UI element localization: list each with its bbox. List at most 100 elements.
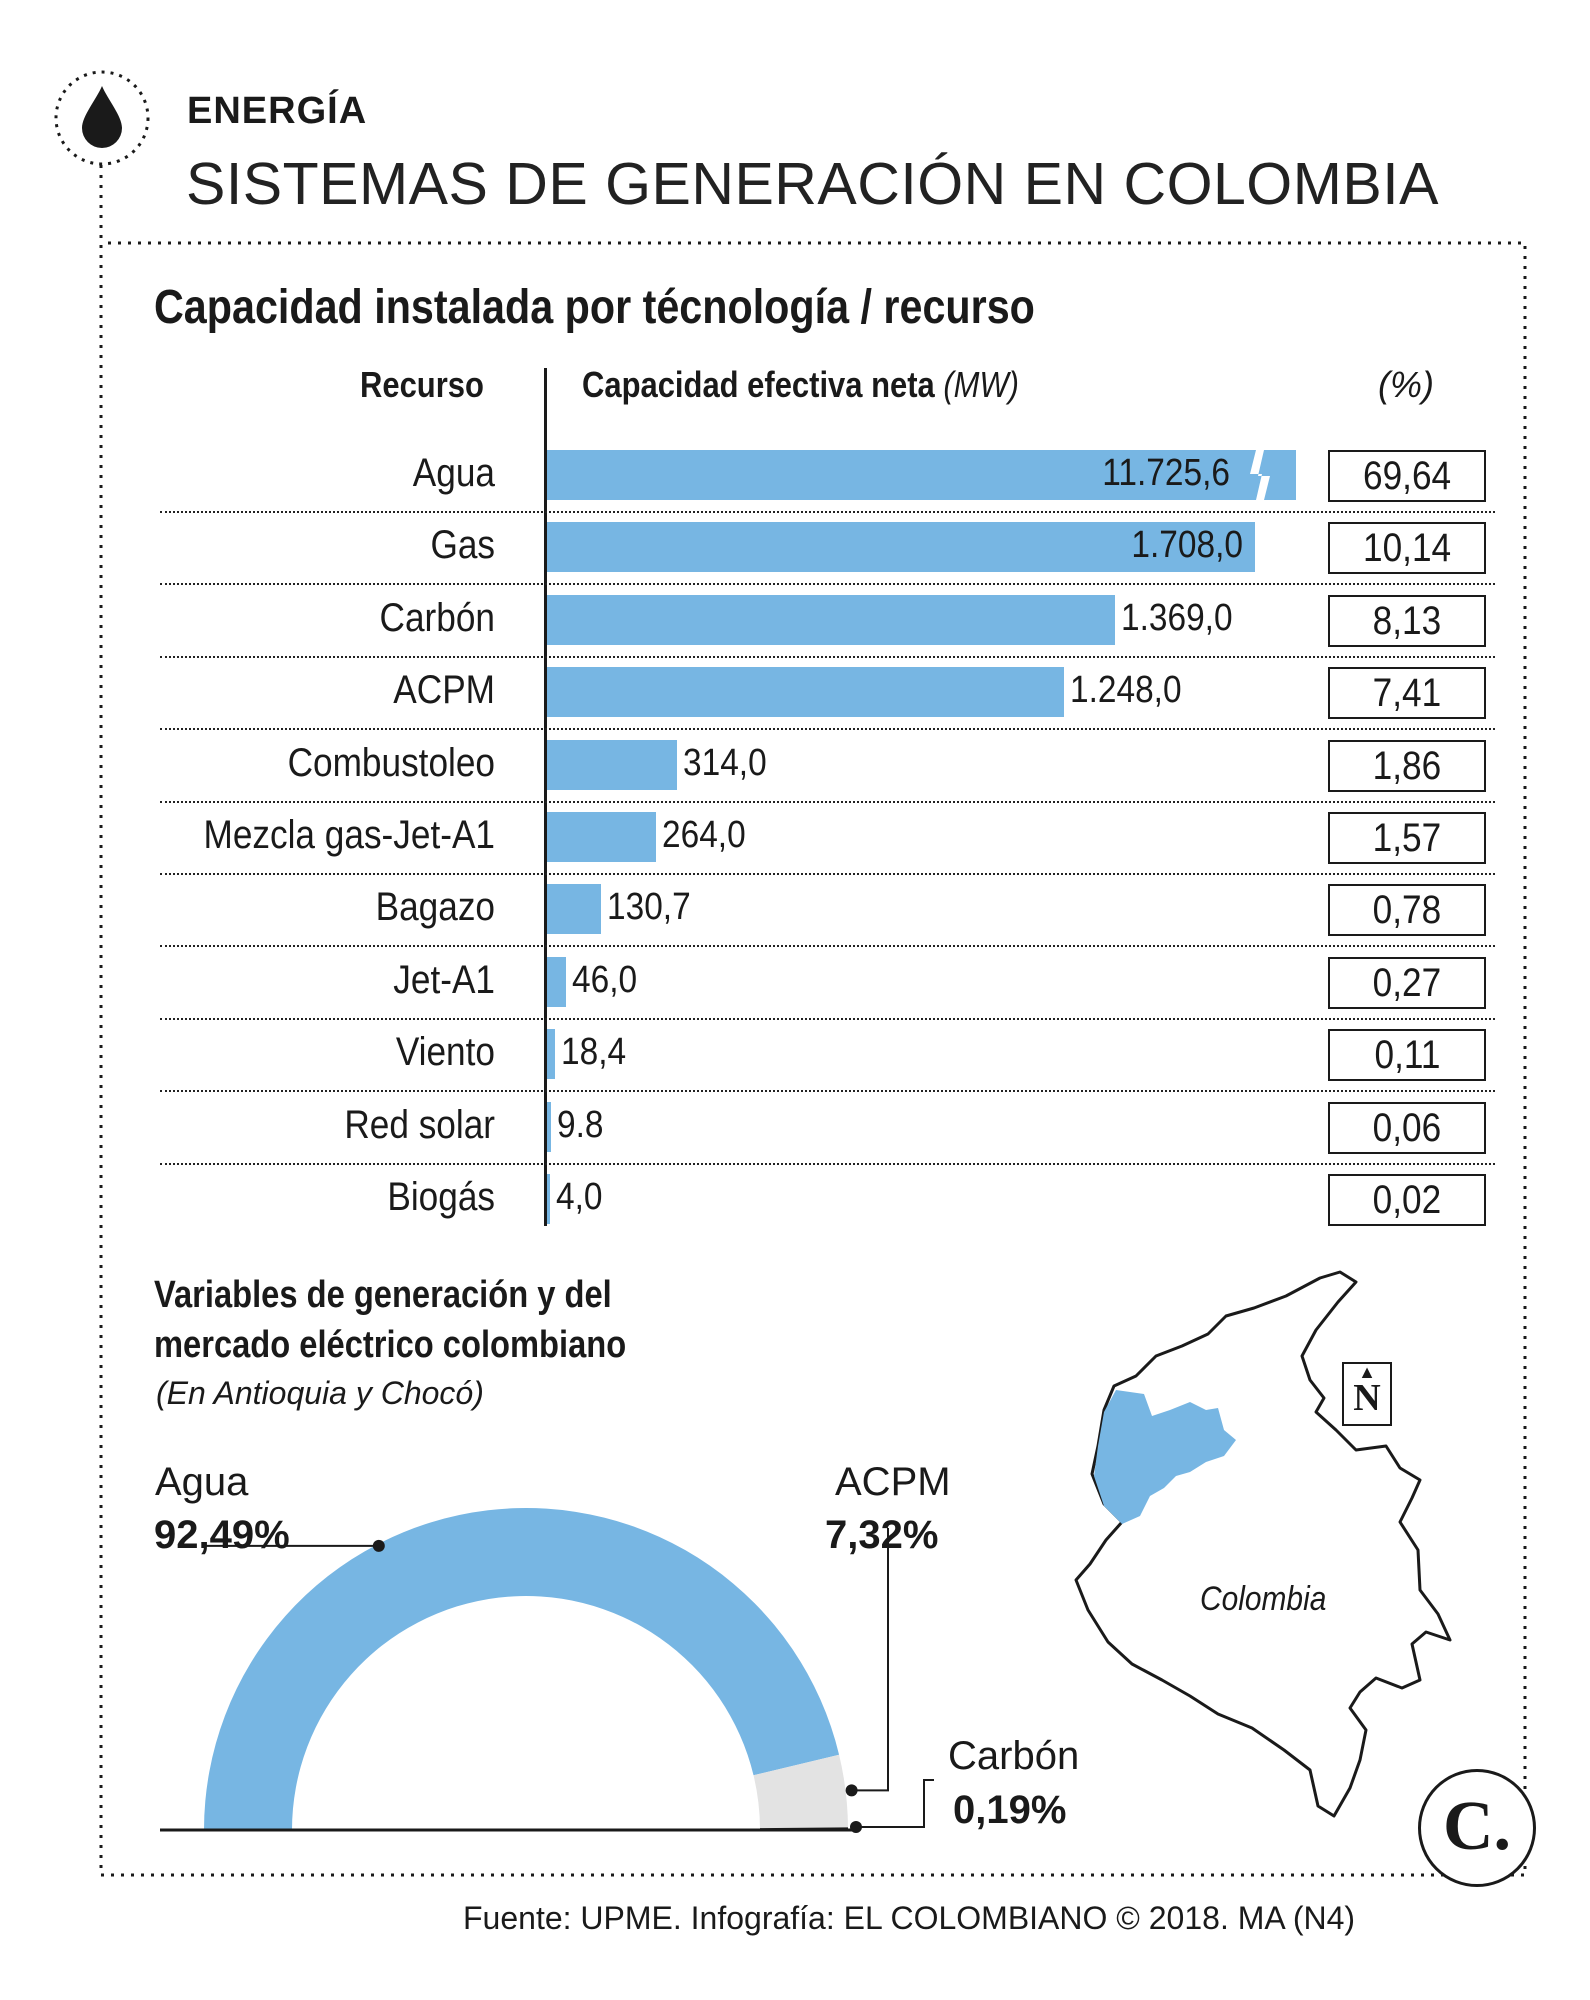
bar-value-label: 1.369,0 <box>1120 596 1233 639</box>
category-label: Carbón <box>379 595 495 640</box>
bar <box>547 956 567 1007</box>
north-indicator: ▲ N <box>1342 1362 1392 1426</box>
bar <box>547 739 678 790</box>
north-arrow-icon: ▲ <box>1358 1362 1376 1382</box>
map-label: Colombia <box>1200 1579 1326 1617</box>
category-label: Bagazo <box>375 885 495 930</box>
column-header-recurso: Recurso <box>360 364 484 405</box>
percent-box: 0,27 <box>1328 956 1486 1009</box>
chart-title: Capacidad instalada por técnología / rec… <box>154 281 1035 334</box>
percent-box: 0,78 <box>1328 884 1486 937</box>
percent-value: 7,41 <box>1372 671 1442 716</box>
leader-line <box>204 1544 379 1552</box>
bar-value-label: 1.708,0 <box>1131 524 1244 567</box>
bar-value-label: 264,0 <box>662 814 747 856</box>
donut-subtitle: (En Antioquia y Chocó) <box>156 1375 484 1411</box>
donut-value-carbon: 0,19% <box>953 1788 1067 1832</box>
bar <box>547 1174 550 1224</box>
row-separator <box>160 655 1495 658</box>
percent-box: 8,13 <box>1328 594 1486 647</box>
colombia-map: Colombia <box>1074 1270 1452 1818</box>
donut-label-acpm: ACPM <box>835 1460 951 1504</box>
category-label: Gas <box>430 523 495 568</box>
leader-dot <box>849 1821 862 1834</box>
bar-value-label: 314,0 <box>683 741 767 784</box>
category-label: ACPM <box>393 668 495 713</box>
donut-slice-acpm <box>753 1754 848 1829</box>
row-separator <box>160 873 1495 875</box>
row-separator <box>160 583 1495 586</box>
bar-value-label: 46,0 <box>572 958 638 1001</box>
category-label: Combustoleo <box>287 740 495 785</box>
percent-value: 0,27 <box>1372 960 1442 1005</box>
capacidad-label: Capacidad efectiva neta <box>582 364 935 405</box>
percent-value: 0,78 <box>1372 888 1442 933</box>
category-label: Viento <box>395 1030 495 1075</box>
category-label: Agua <box>412 451 495 495</box>
percent-value: 1,86 <box>1372 743 1442 788</box>
donut-title: Variables de generación y del mercado el… <box>154 1274 627 1366</box>
row-separator <box>160 1017 1495 1020</box>
row-separator <box>160 728 1495 731</box>
donut-value-acpm: 7,32% <box>825 1513 939 1557</box>
percent-box: 1,86 <box>1328 739 1486 792</box>
antioquia-choco-highlight <box>1094 1390 1236 1524</box>
percent-box: 1,57 <box>1328 812 1486 864</box>
source-note: Fuente: UPME. Infografía: EL COLOMBIANO … <box>463 1900 1356 1936</box>
water-drop-icon <box>54 70 150 166</box>
category-label: Mezcla gas-Jet-A1 <box>203 813 496 857</box>
bar <box>547 522 1256 573</box>
leader-dot <box>845 1784 858 1797</box>
leader-line <box>851 1528 889 1792</box>
percent-box: 0,06 <box>1328 1101 1486 1154</box>
bar-value-label: 1.248,0 <box>1070 669 1182 712</box>
bar-axis-line <box>544 368 547 1226</box>
el-colombiano-logo: C. <box>1418 1769 1536 1887</box>
row-separator <box>160 800 1495 803</box>
percent-value: 0,06 <box>1372 1105 1442 1150</box>
half-donut-chart <box>160 1508 934 1834</box>
donut-value-agua: 92,49% <box>154 1513 290 1557</box>
bar-value-label: 4,0 <box>556 1176 603 1218</box>
percent-box: 0,11 <box>1328 1029 1486 1082</box>
percent-box: 69,64 <box>1328 450 1486 502</box>
column-header-capacidad: Capacidad efectiva neta (MW) <box>582 364 1019 406</box>
row-separator <box>160 945 1495 948</box>
bar <box>547 594 1115 645</box>
percent-value: 69,64 <box>1362 454 1452 498</box>
row-separator <box>160 1162 1495 1165</box>
percent-value: 1,57 <box>1372 816 1442 860</box>
drop-icon-badge <box>52 68 152 168</box>
donut-label-agua: Agua <box>155 1460 249 1504</box>
unit-label: (MW) <box>943 364 1020 405</box>
bar <box>547 1101 552 1152</box>
colombia-outline <box>1074 1270 1452 1818</box>
bar <box>547 812 657 862</box>
logo-letter: C. <box>1442 1788 1512 1865</box>
row-separator <box>160 1090 1495 1093</box>
section-label: ENERGÍA <box>187 90 368 132</box>
page-title: SISTEMAS DE GENERACIÓN EN COLOMBIA <box>186 151 1439 217</box>
bar-value-label: 130,7 <box>607 886 691 929</box>
bar <box>547 450 1296 500</box>
percent-box: 0,02 <box>1328 1174 1486 1226</box>
category-label: Red solar <box>344 1102 495 1147</box>
percent-box: 7,41 <box>1328 667 1486 720</box>
bar <box>547 1029 555 1080</box>
donut-label-carbon: Carbón <box>948 1734 1080 1778</box>
leader-dot <box>372 1539 385 1552</box>
bar-value-label: 9.8 <box>557 1103 604 1146</box>
percent-value: 0,02 <box>1372 1178 1442 1222</box>
category-label: Jet-A1 <box>393 957 495 1002</box>
category-label: Biogás <box>387 1175 495 1219</box>
donut-slice-agua <box>204 1508 840 1830</box>
axis-break-icon <box>1250 450 1270 500</box>
leader-line <box>855 1779 934 1829</box>
bar-value-label: 11.725,6 <box>1102 452 1230 494</box>
percent-value: 0,11 <box>1374 1033 1440 1078</box>
bar <box>547 667 1065 718</box>
column-header-percent: (%) <box>1378 364 1434 405</box>
bar <box>547 884 602 935</box>
percent-value: 10,14 <box>1362 526 1452 571</box>
